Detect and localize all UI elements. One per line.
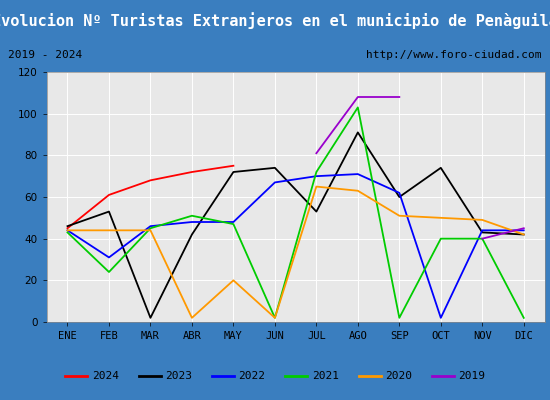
Text: 2023: 2023: [165, 371, 192, 381]
Text: http://www.foro-ciudad.com: http://www.foro-ciudad.com: [366, 50, 542, 60]
Text: 2019 - 2024: 2019 - 2024: [8, 50, 82, 60]
Text: 2024: 2024: [92, 371, 119, 381]
Text: 2019: 2019: [458, 371, 485, 381]
Text: Evolucion Nº Turistas Extranjeros en el municipio de Penàguila: Evolucion Nº Turistas Extranjeros en el …: [0, 12, 550, 30]
Text: 2021: 2021: [312, 371, 339, 381]
Text: 2020: 2020: [385, 371, 412, 381]
Text: 2022: 2022: [238, 371, 265, 381]
